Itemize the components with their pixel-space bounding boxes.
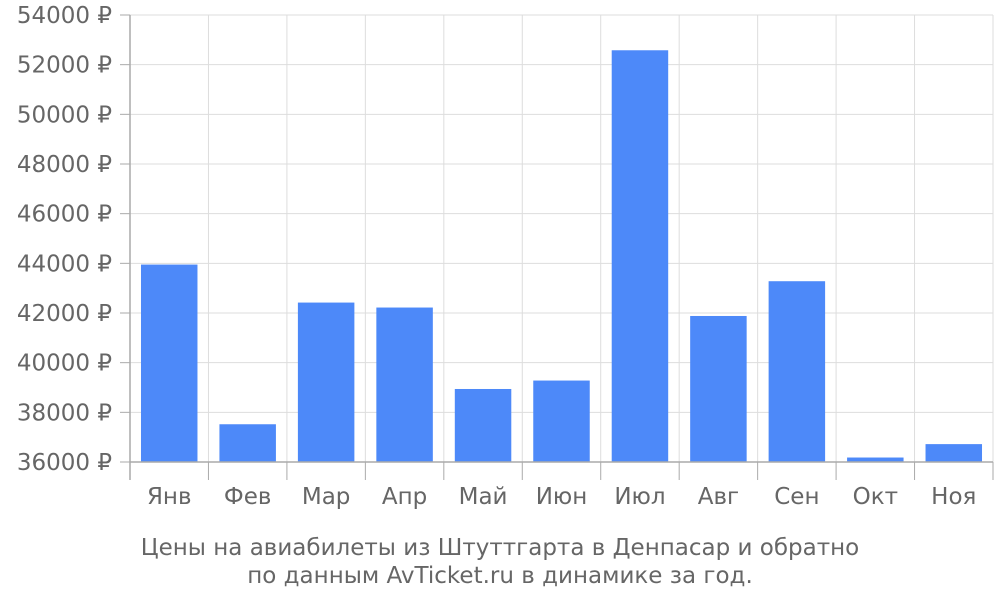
bar-3: [297, 302, 355, 462]
x-tick-label: Сен: [774, 484, 819, 510]
bar-7: [611, 50, 669, 462]
x-tick-label: Июл: [614, 484, 665, 510]
x-tick-label: Окт: [853, 484, 898, 510]
y-tick-label: 52000 ₽: [17, 53, 112, 79]
y-tick-label: 48000 ₽: [17, 152, 112, 178]
chart-caption-line-1: Цены на авиабилеты из Штуттгарта в Денпа…: [140, 535, 860, 561]
y-tick-label: 44000 ₽: [17, 251, 112, 277]
bar-4: [376, 307, 433, 462]
y-tick-label: 36000 ₽: [17, 450, 112, 476]
bar-11: [925, 444, 983, 462]
bar-8: [690, 315, 747, 462]
x-tick-label: Янв: [147, 484, 192, 510]
y-tick-label: 40000 ₽: [17, 351, 112, 377]
bar-5: [454, 388, 512, 462]
y-tick-label: 50000 ₽: [17, 102, 112, 128]
y-tick-label: 54000 ₽: [17, 3, 112, 29]
bar-10: [847, 457, 904, 462]
y-tick-label: 42000 ₽: [17, 301, 112, 327]
bar-6: [533, 380, 590, 462]
chart-caption-line-2: по данным AvTicket.ru в динамике за год.: [247, 563, 753, 589]
x-tick-label: Май: [459, 484, 508, 510]
x-tick-label: Мар: [302, 484, 351, 510]
bar-2: [219, 424, 276, 462]
bar-9: [768, 281, 826, 462]
x-tick-label: Апр: [382, 484, 427, 510]
y-tick-label: 38000 ₽: [17, 400, 112, 426]
bar-1: [140, 264, 198, 462]
x-tick-label: Июн: [536, 484, 588, 510]
y-tick-label: 46000 ₽: [17, 202, 112, 228]
x-tick-label: Фев: [224, 484, 272, 510]
x-tick-label: Авг: [698, 484, 739, 510]
x-tick-label: Ноя: [931, 484, 976, 510]
